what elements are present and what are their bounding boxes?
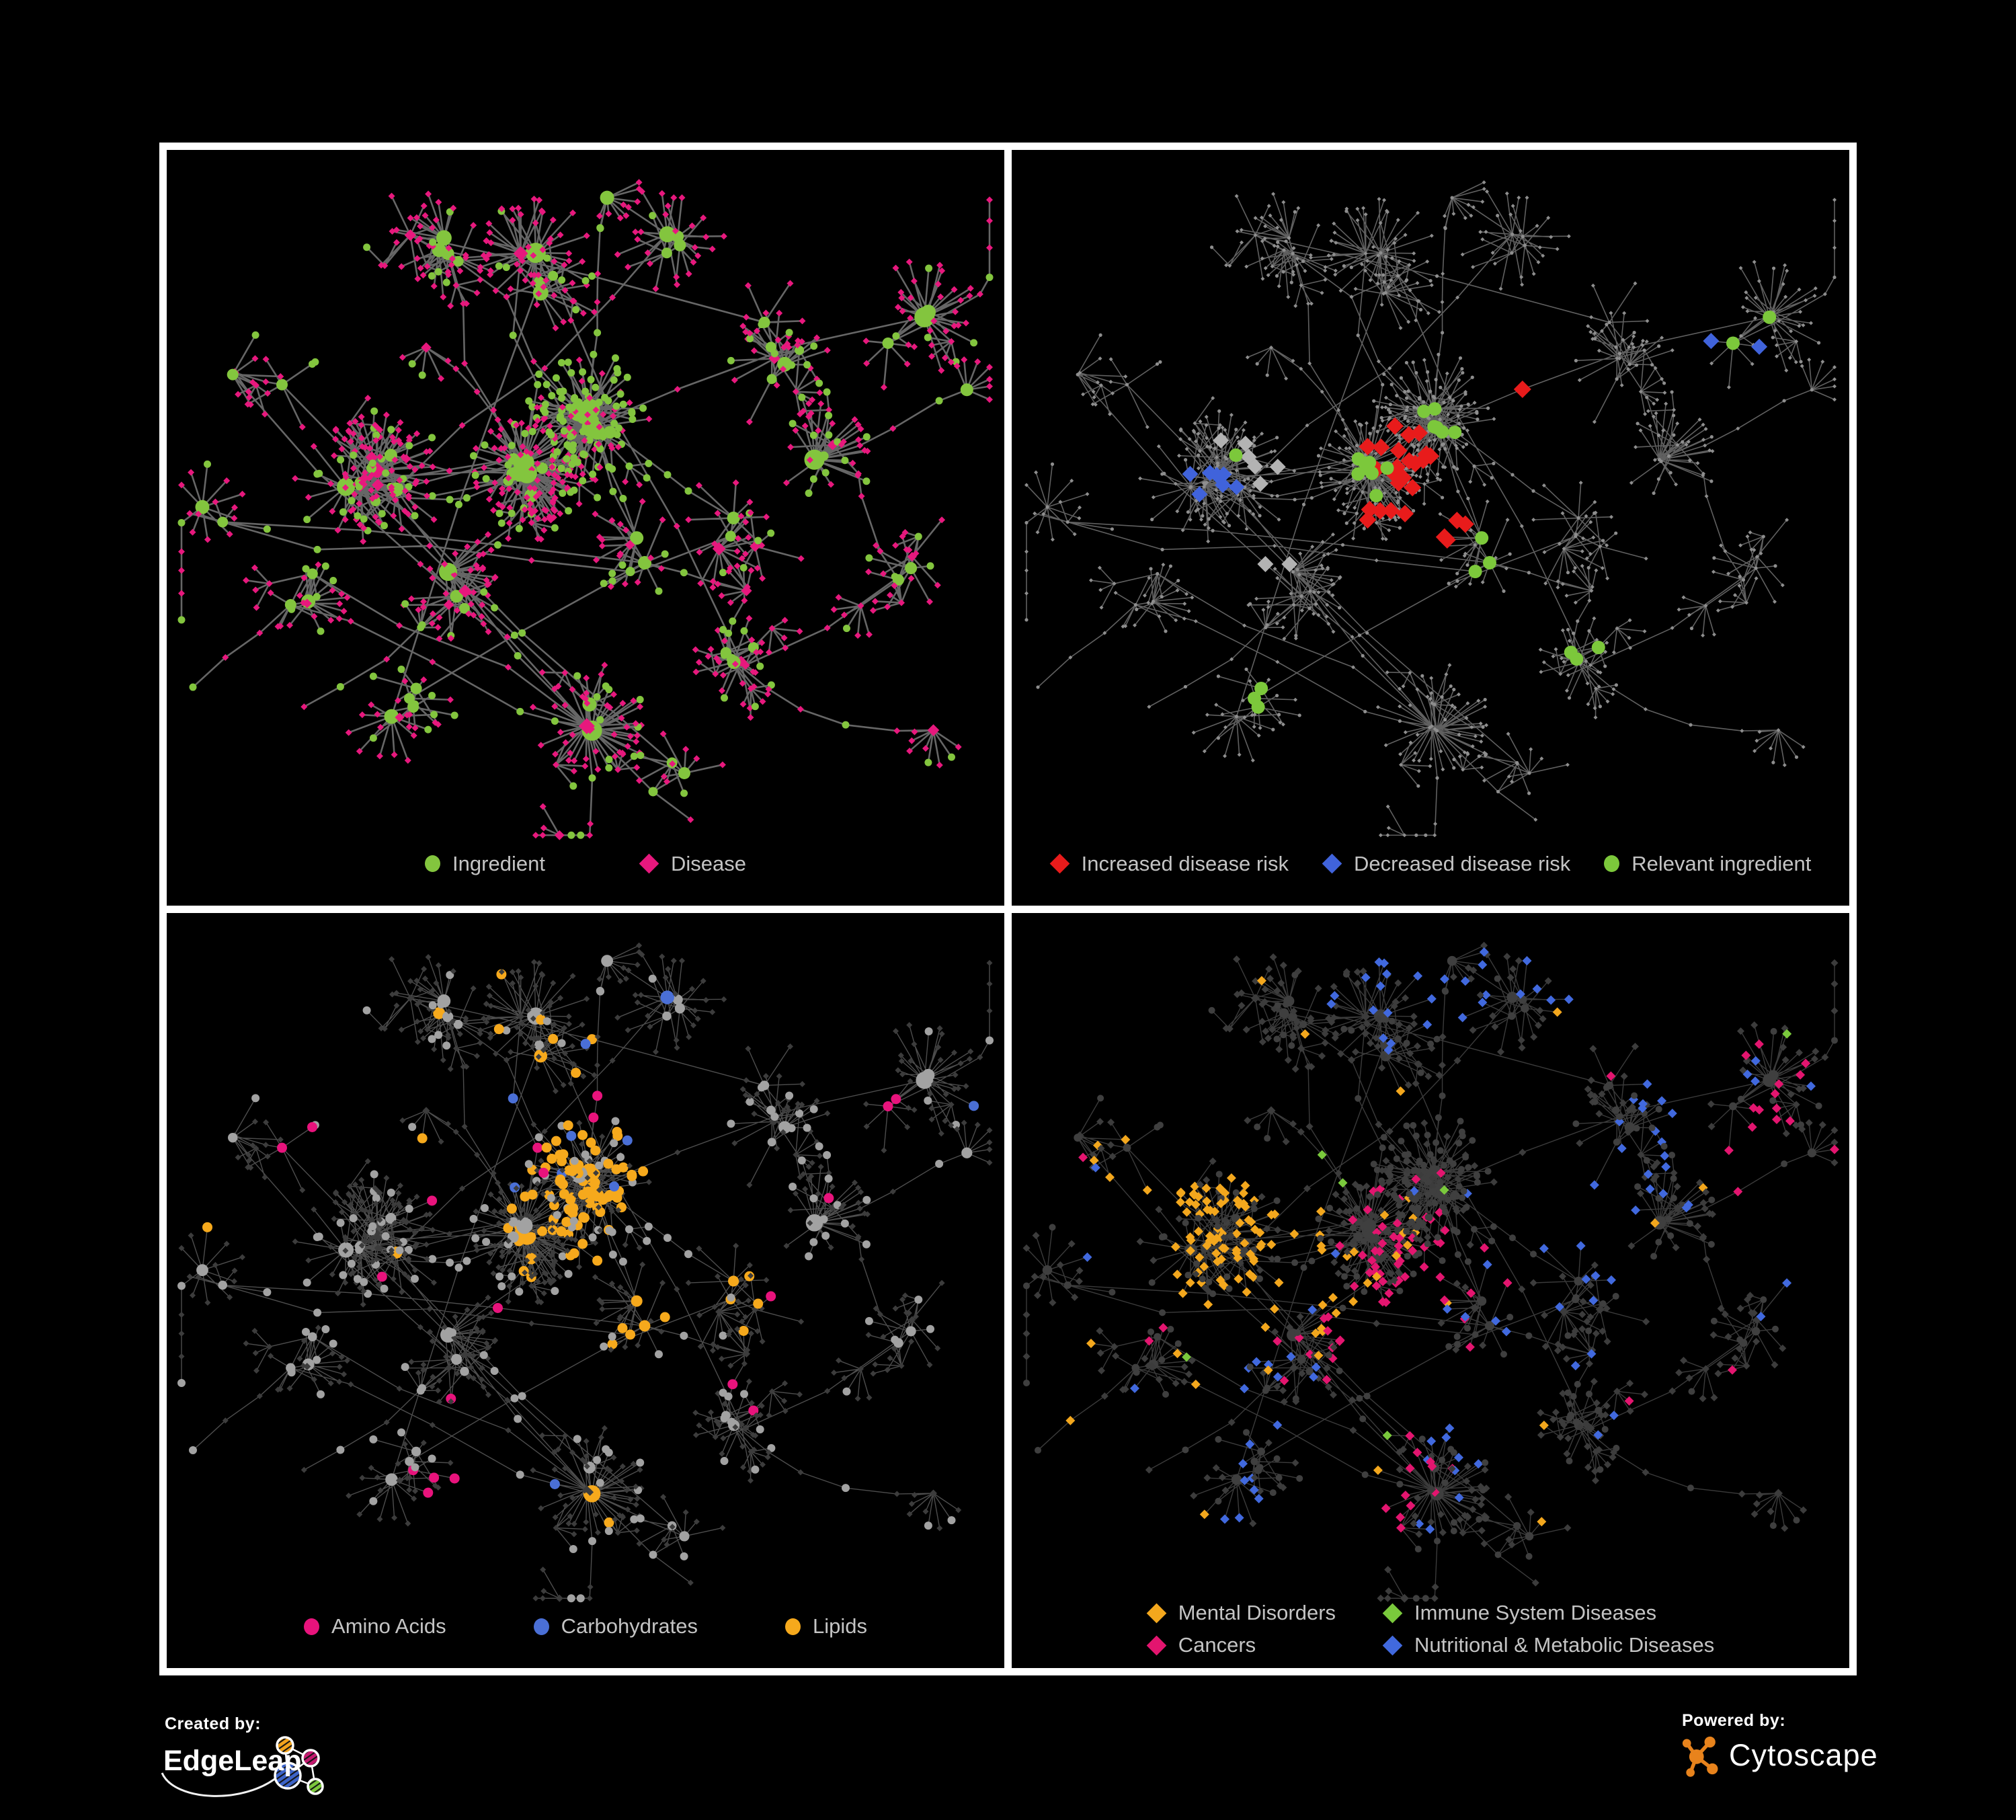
legend-label: Lipids (812, 1614, 867, 1638)
legend-item-disease: Disease (639, 852, 746, 876)
legend-label: Amino Acids (331, 1614, 446, 1638)
legend-label: Relevant ingredient (1631, 851, 1812, 875)
legend-label: Ingredient (452, 851, 545, 875)
legend-item-relevant-ingredient: Relevant ingredient (1604, 852, 1811, 876)
created-by-label: Created by: (165, 1714, 261, 1733)
graph-layer (1022, 941, 1839, 1603)
legend-label: Increased disease risk (1081, 851, 1289, 875)
panel-disease-classes: Mental Disorders Immune System Diseases Ca… (1012, 912, 1849, 1668)
created-by-block: Created by: (159, 1714, 509, 1815)
diamond-swatch-icon (1049, 853, 1070, 874)
legend-item-increased-disease-risk: Increased disease risk (1049, 851, 1289, 876)
legend-label: Nutritional & Metabolic Diseases (1414, 1633, 1715, 1657)
cytoscape-brand: Cytoscape (1729, 1738, 1878, 1772)
edgeleap-brand-row: EdgeLeap (159, 1734, 509, 1808)
network-graph-ingredient-disease (177, 179, 994, 840)
graph-layer (177, 179, 994, 840)
nodes-layer (177, 179, 994, 840)
legend-label: Disease (670, 851, 746, 875)
nodes-layer (1024, 180, 1837, 838)
circle-swatch-icon (784, 1618, 801, 1635)
legend-nutrient-classes: Amino Acids Carbohydrates Lipids (167, 1614, 1004, 1638)
graph-layer (177, 942, 994, 1602)
powered-by-label: Powered by: (1682, 1711, 1786, 1730)
diamond-swatch-icon (1146, 1635, 1167, 1655)
legend-label: Immune System Diseases (1414, 1601, 1657, 1624)
legend-item-nutritional-metabolic-diseases: Nutritional & Metabolic Diseases (1382, 1633, 1715, 1657)
nodes-layer (1022, 941, 1839, 1603)
legend-disease-classes: Mental Disorders Immune System Diseases Ca… (1012, 1601, 1849, 1657)
network-graph-disease-risk (1024, 180, 1837, 838)
network-graph-nutrient-classes (177, 942, 994, 1602)
cytoscape-logo-icon (1682, 1736, 1718, 1777)
legend-item-carbohydrates: Carbohydrates (533, 1614, 698, 1638)
panel-nutrient-classes: Amino Acids Carbohydrates Lipids (167, 912, 1004, 1668)
diamond-swatch-icon (1382, 1635, 1403, 1655)
cytoscape-brand-row: Cytoscape (1682, 1733, 1878, 1778)
powered-by-block: Powered by: Cytoscape (1682, 1711, 1878, 1778)
edgeleap-logo-icon (161, 1736, 324, 1797)
diamond-swatch-icon (639, 853, 659, 874)
circle-swatch-icon (1604, 855, 1620, 872)
circle-swatch-icon (425, 855, 441, 872)
panel-grid: Ingredient Disease Increased disease risk… (159, 143, 1857, 1675)
network-graph-disease-classes (1022, 941, 1839, 1603)
diamond-swatch-icon (1382, 1603, 1403, 1623)
diamond-swatch-icon (1322, 853, 1342, 874)
legend-item-lipids: Lipids (784, 1614, 867, 1638)
legend-item-immune-system-diseases: Immune System Diseases (1382, 1601, 1714, 1625)
legend-item-cancers: Cancers (1146, 1633, 1336, 1657)
edgeleap-brand: EdgeLeap (163, 1745, 302, 1777)
circle-swatch-icon (533, 1618, 549, 1635)
diamond-swatch-icon (1146, 1603, 1167, 1623)
legend-item-mental-disorders: Mental Disorders (1146, 1601, 1336, 1625)
legend-item-ingredient: Ingredient (425, 852, 545, 876)
legend-item-decreased-disease-risk: Decreased disease risk (1322, 852, 1570, 876)
legend-label: Decreased disease risk (1354, 851, 1571, 875)
panel-ingredient-disease: Ingredient Disease (167, 150, 1004, 906)
graph-layer (1024, 180, 1837, 838)
legend-label: Mental Disorders (1178, 1601, 1336, 1624)
circle-swatch-icon (304, 1618, 320, 1635)
nodes-layer (177, 942, 994, 1602)
legend-item-amino-acids: Amino Acids (304, 1614, 446, 1638)
legend-label: Cancers (1178, 1633, 1256, 1657)
legend-label: Carbohydrates (561, 1614, 698, 1638)
panel-disease-risk: Increased disease risk Decreased disease … (1012, 150, 1849, 906)
legend-disease-risk: Increased disease risk Decreased disease … (1012, 852, 1849, 876)
legend-ingredient-disease: Ingredient Disease (167, 852, 1004, 876)
highlight-layer (1182, 310, 1777, 714)
